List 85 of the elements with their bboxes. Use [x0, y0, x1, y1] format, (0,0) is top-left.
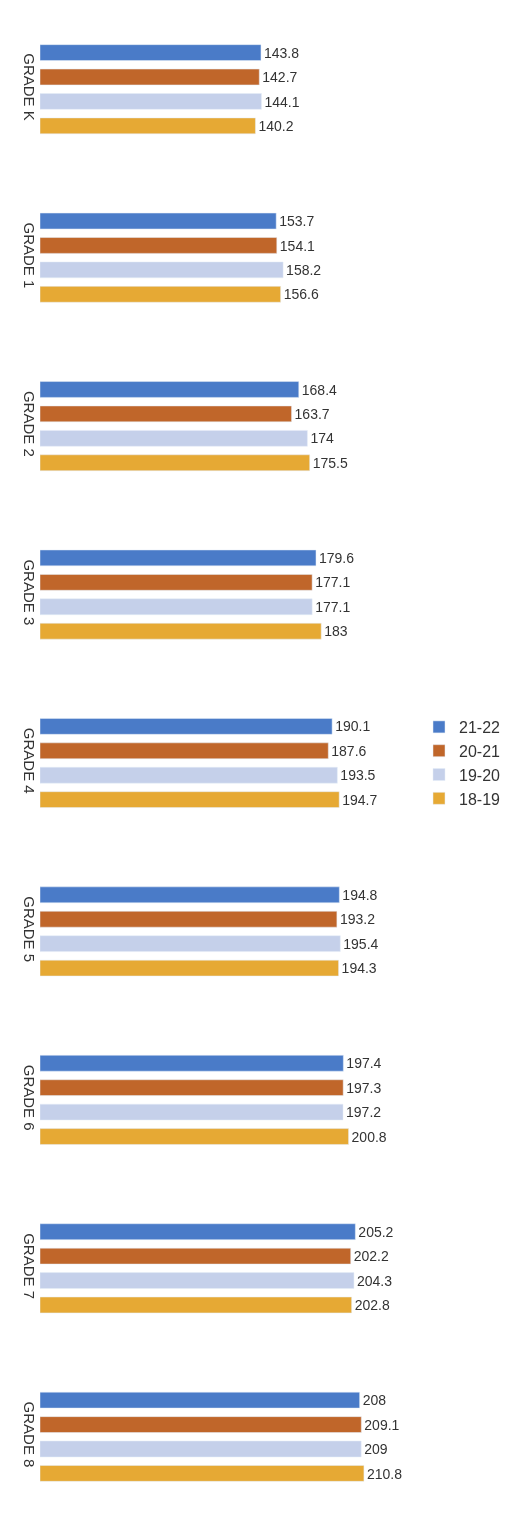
data-label: 183	[324, 623, 348, 640]
legend-label: 19-20	[459, 766, 501, 784]
data-label: 163.7	[294, 406, 330, 423]
bar	[40, 791, 340, 808]
data-label: 142.7	[262, 69, 298, 86]
legend-label: 18-19	[459, 790, 501, 808]
bar	[40, 767, 338, 784]
data-label: 158.2	[286, 262, 322, 279]
bar	[40, 1055, 344, 1072]
bar	[40, 454, 310, 471]
bar	[40, 1223, 356, 1240]
y-tick-label: GRADE 8	[21, 1401, 38, 1468]
bar	[40, 1391, 360, 1409]
data-label: 200.8	[351, 1128, 387, 1145]
bar	[40, 1272, 355, 1289]
bar	[40, 430, 308, 447]
y-tick-label: GRADE K	[21, 53, 38, 121]
bar	[40, 935, 341, 952]
data-label: 187.6	[331, 742, 367, 759]
data-label: 154.1	[279, 237, 316, 254]
bar	[40, 44, 262, 61]
data-label: 156.6	[283, 286, 319, 303]
data-label: 202.2	[353, 1248, 389, 1265]
bar	[40, 911, 338, 928]
data-label: 209	[364, 1441, 388, 1458]
bar	[40, 261, 284, 279]
bar	[40, 1440, 362, 1458]
bar	[40, 1128, 349, 1145]
data-label: 194.7	[342, 791, 378, 808]
y-tick-label: GRADE 4	[21, 727, 38, 794]
data-label: 197.4	[346, 1055, 382, 1072]
bar	[40, 598, 313, 615]
data-label: 175.5	[312, 454, 348, 471]
data-label: 204.3	[356, 1272, 393, 1289]
y-tick-label: GRADE 5	[21, 896, 38, 963]
bar	[40, 718, 333, 735]
data-label: 195.4	[343, 935, 379, 952]
y-tick-label: GRADE 2	[21, 390, 38, 457]
legend-label: 21-22	[459, 719, 501, 737]
data-label: 197.3	[346, 1079, 382, 1096]
bar	[40, 549, 317, 567]
data-label: 177.1	[315, 598, 351, 615]
bar	[40, 574, 313, 591]
bar	[40, 237, 278, 254]
bar	[40, 1465, 365, 1482]
bar	[40, 1416, 362, 1433]
bar	[40, 68, 260, 86]
data-label: 197.2	[346, 1104, 382, 1121]
data-label: 194.8	[342, 886, 378, 903]
data-label: 144.1	[264, 93, 300, 110]
data-label: 205.2	[358, 1223, 394, 1240]
bar	[40, 93, 262, 110]
data-label: 193.2	[339, 911, 376, 928]
bar	[40, 381, 300, 398]
data-label: 140.2	[258, 118, 294, 134]
bar	[40, 1079, 344, 1096]
bar	[40, 1103, 344, 1121]
bar	[40, 623, 322, 640]
bar	[40, 742, 329, 759]
data-label: 190.1	[335, 718, 371, 735]
data-label: 143.8	[263, 44, 300, 61]
data-label: 194.3	[341, 960, 377, 977]
data-label: 193.5	[340, 767, 376, 784]
bar	[40, 286, 281, 303]
data-label: 174	[310, 430, 334, 447]
bar	[40, 117, 256, 135]
bar	[40, 1296, 352, 1314]
bar	[40, 959, 339, 977]
bar	[40, 1247, 351, 1265]
y-tick-label: GRADE 3	[21, 559, 38, 626]
bar	[40, 405, 292, 423]
data-label: 177.1	[315, 574, 351, 591]
bar	[40, 212, 277, 230]
y-tick-label: GRADE 7	[21, 1233, 38, 1300]
data-label: 179.6	[319, 550, 355, 567]
data-label: 168.4	[301, 381, 338, 398]
data-label: 153.7	[279, 213, 315, 230]
data-label: 208	[362, 1392, 387, 1409]
y-tick-label: GRADE 6	[21, 1064, 38, 1131]
data-label: 210.8	[366, 1465, 403, 1482]
y-tick-label: GRADE 1	[21, 222, 38, 289]
data-label: 209.1	[364, 1416, 400, 1433]
bar	[40, 886, 340, 903]
legend-label: 20-21	[459, 742, 501, 760]
data-label: 202.8	[354, 1297, 390, 1314]
